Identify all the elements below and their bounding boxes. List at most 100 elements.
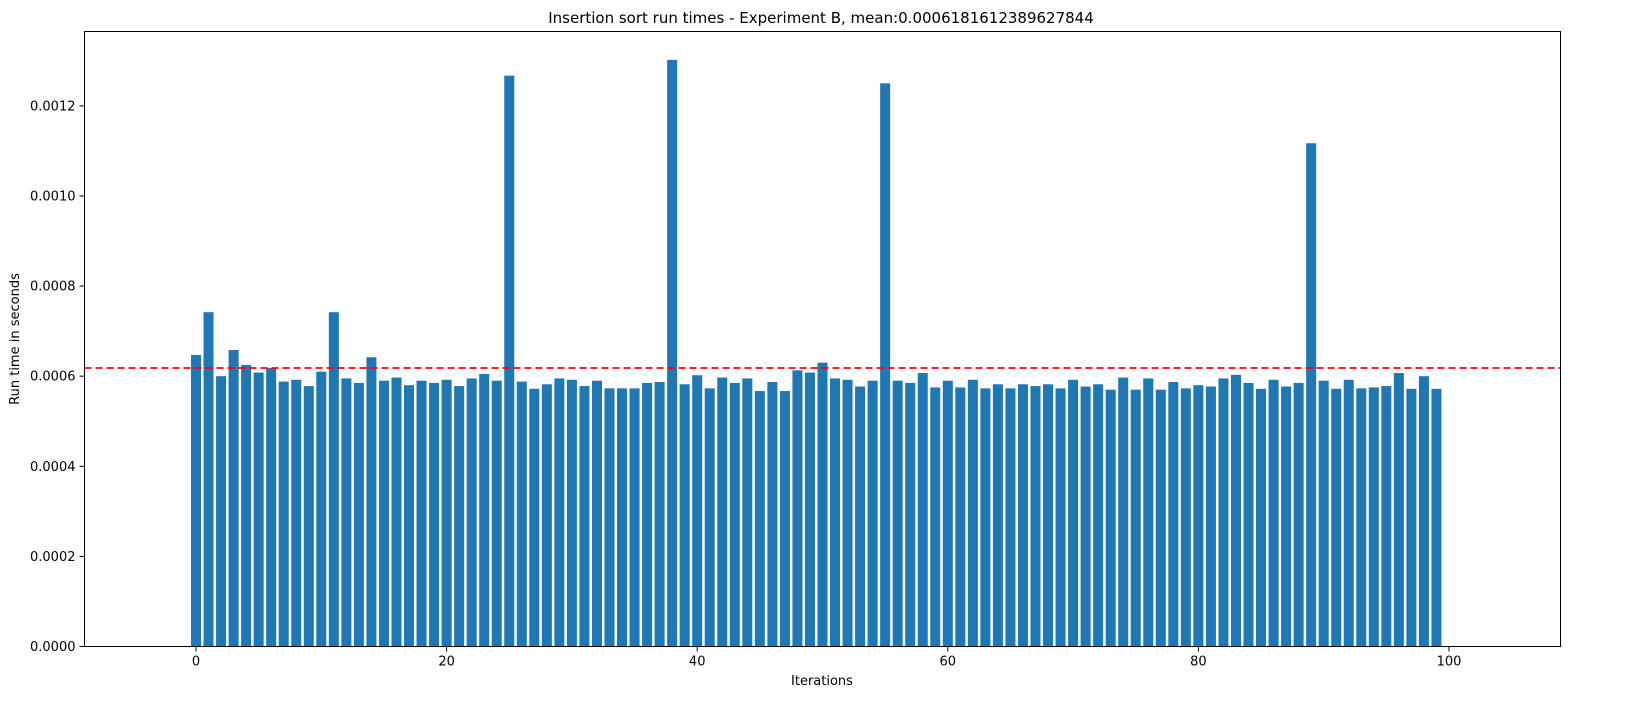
bar: [291, 379, 302, 647]
chart-title: Insertion sort run times - Experiment B,…: [548, 9, 1094, 27]
x-axis-label: Iterations: [791, 674, 853, 689]
bar: [441, 379, 452, 647]
bar: [1393, 373, 1404, 647]
bar: [1381, 386, 1392, 647]
x-tick-label: 60: [940, 655, 957, 670]
bar: [767, 382, 778, 647]
bar: [1318, 380, 1329, 647]
bar: [1356, 388, 1367, 647]
bar: [779, 391, 790, 647]
bar: [754, 391, 765, 647]
bar: [416, 380, 427, 647]
bar: [541, 384, 552, 647]
bar: [491, 380, 502, 647]
x-tick-label: 0: [192, 655, 200, 670]
bar: [1130, 389, 1141, 647]
y-axis-label: Run time in seconds: [8, 273, 23, 405]
bar: [1205, 386, 1216, 647]
bar: [1218, 378, 1229, 647]
bar: [328, 312, 339, 647]
bar: [1080, 386, 1091, 647]
bar: [1118, 377, 1129, 647]
bar: [1230, 374, 1241, 647]
x-tick-label: 40: [689, 655, 706, 670]
bars-group: [191, 59, 1442, 647]
bar: [454, 386, 465, 647]
bar: [1331, 388, 1342, 647]
bar: [554, 378, 565, 647]
y-axis: 0.0000 0.0002 0.0004 0.0006 0.0008 0.0010 0.00…: [30, 99, 85, 655]
bar: [629, 388, 640, 647]
y-tick-label: 0.0002: [30, 550, 76, 565]
bar: [466, 378, 477, 647]
bar: [830, 378, 841, 647]
bar: [729, 382, 740, 647]
bar: [1143, 378, 1154, 647]
bar: [479, 373, 490, 647]
bar: [1005, 388, 1016, 647]
bar: [942, 380, 953, 647]
x-tick-label: 20: [438, 655, 455, 670]
bar: [1180, 388, 1191, 647]
bar: [203, 312, 214, 647]
bar: [867, 380, 878, 647]
bar: [667, 59, 678, 647]
bar: [1043, 384, 1054, 647]
bar: [316, 371, 327, 647]
bar: [905, 382, 916, 647]
bar: [1055, 388, 1066, 647]
bar: [1268, 379, 1279, 647]
bar: [1418, 376, 1429, 647]
bar: [516, 381, 527, 647]
bar: [1155, 389, 1166, 647]
bar: [1368, 387, 1379, 647]
bar: [917, 373, 928, 647]
bar: [278, 381, 289, 647]
bar: [817, 362, 828, 647]
bar: [717, 377, 728, 647]
bar: [679, 384, 690, 647]
bar: [1343, 379, 1354, 647]
bar: [1431, 388, 1442, 647]
bar: [1256, 388, 1267, 647]
y-tick-label: 0.0006: [30, 370, 76, 385]
bar: [1293, 382, 1304, 647]
bar: [880, 83, 891, 647]
bar: [604, 388, 615, 647]
bar: [930, 387, 941, 647]
y-tick-label: 0.0012: [30, 99, 76, 114]
bar: [967, 379, 978, 647]
plot-area-frame: [84, 31, 1561, 647]
bar: [378, 380, 389, 647]
bar: [391, 377, 402, 647]
bar: [842, 379, 853, 647]
x-tick-label: 80: [1190, 655, 1207, 670]
bar: [529, 388, 540, 647]
bar: [642, 382, 653, 647]
bar: [980, 388, 991, 647]
x-tick-label: 100: [1437, 655, 1462, 670]
bar: [303, 386, 314, 647]
bar: [566, 379, 577, 647]
bar: [704, 388, 715, 647]
bar: [241, 364, 252, 647]
y-tick-label: 0.0010: [30, 189, 76, 204]
bar: [892, 380, 903, 647]
bar: [1406, 388, 1417, 647]
bar: [1168, 382, 1179, 647]
bar: [1030, 386, 1041, 647]
bar: [742, 378, 753, 647]
bar: [366, 357, 377, 647]
bar: [341, 378, 352, 647]
bar: [579, 386, 590, 647]
bar: [404, 385, 415, 647]
bar: [1017, 384, 1028, 647]
bar: [1093, 384, 1104, 647]
bar: [955, 387, 966, 647]
y-tick-label: 0.0004: [30, 460, 76, 475]
bar: [591, 380, 602, 647]
bar: [429, 382, 440, 647]
bar: [1105, 389, 1116, 647]
bar: [1068, 379, 1079, 647]
bar: [692, 375, 703, 647]
